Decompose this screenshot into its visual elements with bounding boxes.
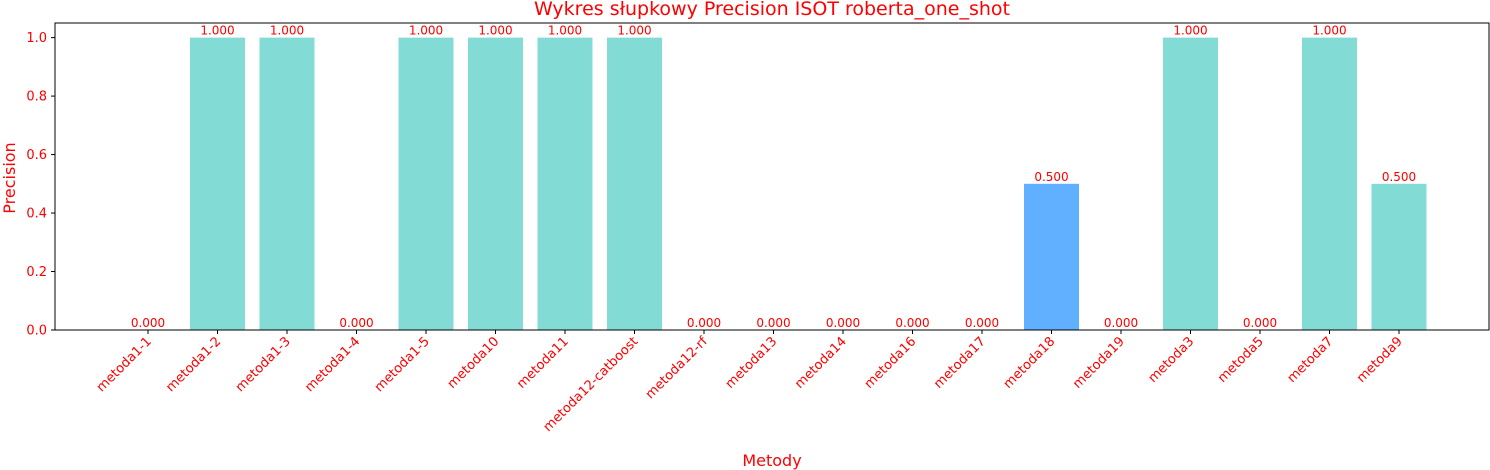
y-axis: 0.0 0.2 0.4 0.6 0.8 1.0 [26, 31, 55, 339]
y-tick-label-0: 0.0 [26, 324, 47, 339]
bar-metoda1-3 [259, 37, 315, 330]
y-tick-label-2: 0.4 [26, 207, 47, 222]
x-tick-label-metoda16: metoda16 [862, 334, 920, 392]
x-tick-label-metoda13: metoda13 [723, 334, 781, 392]
value-label-metoda1-1: 0.000 [131, 316, 165, 330]
bar-metoda7 [1302, 37, 1357, 330]
value-label-metoda10: 1.000 [478, 24, 512, 38]
value-label-metoda7: 1.000 [1312, 24, 1346, 38]
x-tick-label-metoda11: metoda11 [514, 334, 572, 392]
bar-metoda11 [537, 37, 593, 330]
x-axis-label: Metody [742, 451, 801, 470]
value-label-metoda11: 1.000 [548, 24, 582, 38]
bar-metoda10 [468, 37, 523, 330]
value-label-metoda1-5: 1.000 [409, 24, 443, 38]
x-tick-label-metoda9: metoda9 [1354, 334, 1406, 386]
x-tick-label-metoda5: metoda5 [1215, 334, 1267, 386]
bar-metoda1-5 [398, 37, 454, 330]
chart-title: Wykres słupkowy Precision ISOT roberta_o… [534, 0, 1010, 20]
y-tick-label-5: 1.0 [26, 31, 47, 46]
x-tick-label-metoda1-1: metoda1-1 [94, 334, 155, 395]
value-label-metoda9: 0.500 [1382, 170, 1416, 184]
x-tick-label-metoda17: metoda17 [931, 334, 989, 392]
value-label-metoda1-2: 1.000 [200, 24, 234, 38]
bar-metoda12-catboost [607, 37, 662, 330]
bar-metoda18 [1024, 183, 1079, 330]
x-axis: metoda1-1 metoda1-2 metoda1-3 metoda1-4 meto… [94, 330, 1406, 435]
x-tick-label-metoda1-3: metoda1-3 [233, 334, 294, 395]
x-tick-label-metoda1-4: metoda1-4 [302, 334, 363, 395]
value-label-metoda5: 0.000 [1243, 316, 1277, 330]
x-tick-label-metoda3: metoda3 [1146, 334, 1198, 386]
x-tick-label-metoda12-rf: metoda12-rf [643, 334, 711, 402]
y-tick-label-1: 0.2 [26, 265, 47, 280]
x-tick-label-metoda1-5: metoda1-5 [372, 334, 433, 395]
bar-metoda9 [1371, 183, 1427, 330]
value-label-metoda12-catboost: 1.000 [617, 24, 651, 38]
x-tick-label-metoda7: metoda7 [1285, 334, 1337, 386]
value-label-metoda14: 0.000 [826, 316, 860, 330]
x-tick-label-metoda18: metoda18 [1001, 334, 1059, 392]
y-tick-label-3: 0.6 [26, 148, 47, 163]
value-label-metoda13: 0.000 [756, 316, 790, 330]
x-tick-label-metoda10: metoda10 [445, 334, 503, 392]
bar-metoda3 [1163, 37, 1218, 330]
value-label-metoda12-rf: 0.000 [687, 316, 721, 330]
plot-frame [54, 22, 1490, 331]
bar-metoda1-2 [190, 37, 245, 330]
value-label-metoda1-3: 1.000 [270, 24, 304, 38]
value-label-metoda17: 0.000 [965, 316, 999, 330]
x-tick-label-metoda14: metoda14 [792, 334, 850, 392]
x-tick-label-metoda1-2: metoda1-2 [163, 334, 224, 395]
value-label-metoda3: 1.000 [1173, 24, 1207, 38]
bars-group: 0.000 1.000 1.000 0.000 1.000 1.000 1.000 1.000… [131, 24, 1427, 330]
y-tick-label-4: 0.8 [26, 90, 47, 105]
value-label-metoda18: 0.500 [1034, 170, 1068, 184]
y-axis-label: Precision [0, 142, 19, 213]
value-label-metoda1-4: 0.000 [339, 316, 373, 330]
x-tick-label-metoda19: metoda19 [1070, 334, 1128, 392]
value-label-metoda16: 0.000 [895, 316, 929, 330]
value-label-metoda19: 0.000 [1104, 316, 1138, 330]
